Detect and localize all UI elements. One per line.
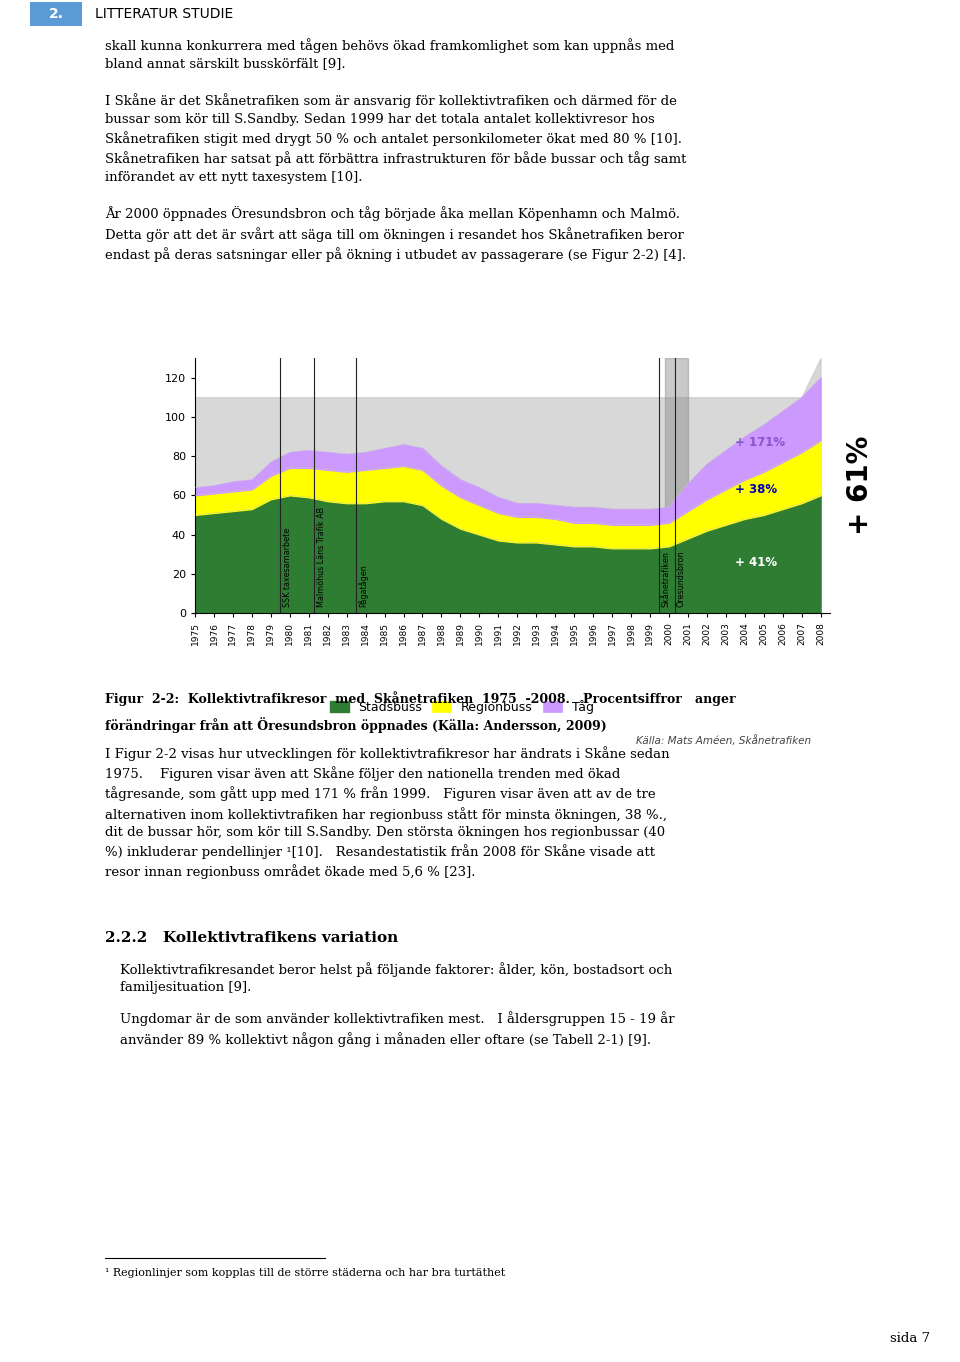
Text: 2.: 2. [49, 7, 63, 20]
Text: Öresundsbron: Öresundsbron [677, 550, 685, 607]
Text: Pågatågen: Pågatågen [358, 564, 369, 607]
Legend: Stadsbuss, Regionbuss, Tåg: Stadsbuss, Regionbuss, Tåg [330, 700, 593, 714]
Text: + 61%: + 61% [846, 436, 874, 535]
Text: + 171%: + 171% [735, 436, 785, 449]
Text: Källa: Mats Améen, Skånetrafiken: Källa: Mats Améen, Skånetrafiken [636, 735, 811, 746]
Text: skall kunna konkurrera med tågen behövs ökad framkomlighet som kan uppnås med
bl: skall kunna konkurrera med tågen behövs … [105, 38, 686, 262]
Text: ¹ Regionlinjer som kopplas till de större städerna och har bra turtäthet: ¹ Regionlinjer som kopplas till de störr… [105, 1268, 505, 1278]
Text: 2.2.2   Kollektivtrafikens variation: 2.2.2 Kollektivtrafikens variation [105, 930, 398, 945]
Text: förändringar från att Öresundsbron öppnades (Källa: Andersson, 2009): förändringar från att Öresundsbron öppna… [105, 716, 607, 733]
Text: LITTERATUR STUDIE: LITTERATUR STUDIE [95, 7, 233, 20]
Text: I Figur 2-2 visas hur utvecklingen för kollektivtrafikresor har ändrats i Skåne : I Figur 2-2 visas hur utvecklingen för k… [105, 746, 670, 880]
Text: Malmöhus Läns Trafik AB: Malmöhus Läns Trafik AB [317, 507, 325, 607]
Text: Figur  2-2:  Kollektivtrafikresor  med  Skånetrafiken  1975  -2008.   Procentsif: Figur 2-2: Kollektivtrafikresor med Skån… [105, 691, 735, 706]
Text: SSK taxesamarbete: SSK taxesamarbete [282, 528, 292, 607]
Bar [665, 358, 687, 613]
Text: Kollektivtrafikresandet beror helst på följande faktorer: ålder, kön, bostadsort: Kollektivtrafikresandet beror helst på f… [120, 962, 672, 994]
Text: Ungdomar är de som använder kollektivtrafiken mest.   I åldersgruppen 15 - 19 år: Ungdomar är de som använder kollektivtra… [120, 1012, 675, 1046]
Text: + 41%: + 41% [735, 556, 778, 569]
Bar [30, 1, 82, 26]
Text: sida 7: sida 7 [890, 1332, 930, 1346]
Text: + 38%: + 38% [735, 484, 778, 496]
Text: Skånetrafiken: Skånetrafiken [661, 552, 671, 607]
